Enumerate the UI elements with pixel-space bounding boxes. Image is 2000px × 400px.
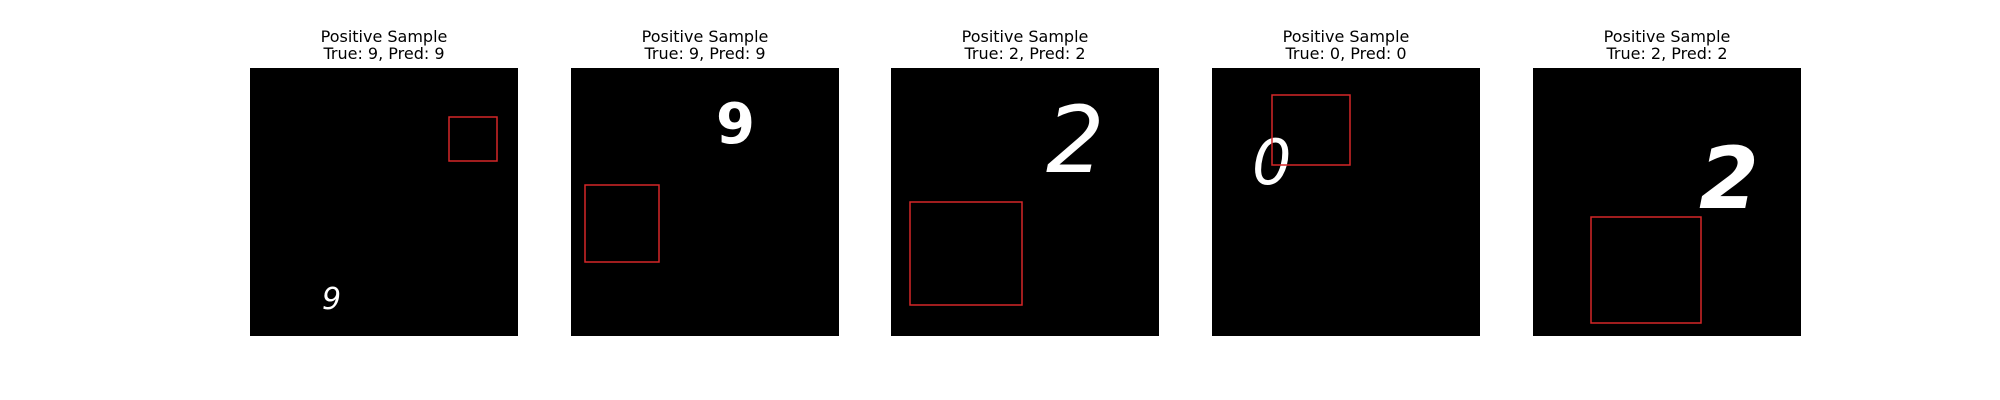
digit-glyph: 9 bbox=[322, 282, 341, 317]
digit-glyph: 2 bbox=[1699, 129, 1759, 229]
panel-label: Positive Sample bbox=[1603, 27, 1731, 46]
panel-summary: True: 9, Pred: 9 bbox=[323, 44, 445, 63]
digit-image: 2 bbox=[891, 68, 1159, 336]
bounding-box bbox=[1590, 216, 1702, 324]
bounding-box bbox=[909, 201, 1023, 306]
digit-canvas: 2 bbox=[909, 87, 1105, 306]
digit-glyph: 9 bbox=[716, 92, 755, 157]
panel-title: Positive Sample True: 9, Pred: 9 bbox=[230, 28, 538, 62]
panel-label: Positive Sample bbox=[1282, 27, 1410, 46]
panel-title: Positive Sample True: 9, Pred: 9 bbox=[551, 28, 859, 62]
digit-canvas: 9 bbox=[584, 92, 755, 263]
digit-canvas: 9 bbox=[322, 116, 498, 317]
panel-label: Positive Sample bbox=[961, 27, 1089, 46]
digit-glyph: 2 bbox=[1046, 87, 1105, 194]
panel-label: Positive Sample bbox=[320, 27, 448, 46]
sample-panel-5: Positive Sample True: 2, Pred: 2 2 bbox=[1533, 0, 1801, 340]
sample-panel-2: Positive Sample True: 9, Pred: 9 9 bbox=[571, 0, 839, 340]
bounding-box bbox=[1271, 94, 1351, 166]
panel-summary: True: 2, Pred: 2 bbox=[964, 44, 1086, 63]
digit-image: 9 bbox=[571, 68, 839, 336]
digit-image: 0 bbox=[1212, 68, 1480, 336]
bounding-box bbox=[584, 184, 660, 263]
panel-title: Positive Sample True: 2, Pred: 2 bbox=[871, 28, 1179, 62]
panel-summary: True: 2, Pred: 2 bbox=[1606, 44, 1728, 63]
digit-image: 2 bbox=[1533, 68, 1801, 336]
panel-summary: True: 9, Pred: 9 bbox=[644, 44, 766, 63]
digit-canvas: 0 bbox=[1252, 94, 1351, 199]
digit-image: 9 bbox=[250, 68, 518, 336]
digit-canvas: 2 bbox=[1590, 129, 1759, 324]
panel-title: Positive Sample True: 0, Pred: 0 bbox=[1192, 28, 1500, 62]
sample-panel-4: Positive Sample True: 0, Pred: 0 0 bbox=[1212, 0, 1480, 340]
sample-panel-3: Positive Sample True: 2, Pred: 2 2 bbox=[891, 0, 1159, 340]
panel-summary: True: 0, Pred: 0 bbox=[1285, 44, 1407, 63]
panel-label: Positive Sample bbox=[641, 27, 769, 46]
panel-title: Positive Sample True: 2, Pred: 2 bbox=[1513, 28, 1821, 62]
bounding-box bbox=[448, 116, 498, 162]
sample-panel-1: Positive Sample True: 9, Pred: 9 9 bbox=[250, 0, 518, 340]
